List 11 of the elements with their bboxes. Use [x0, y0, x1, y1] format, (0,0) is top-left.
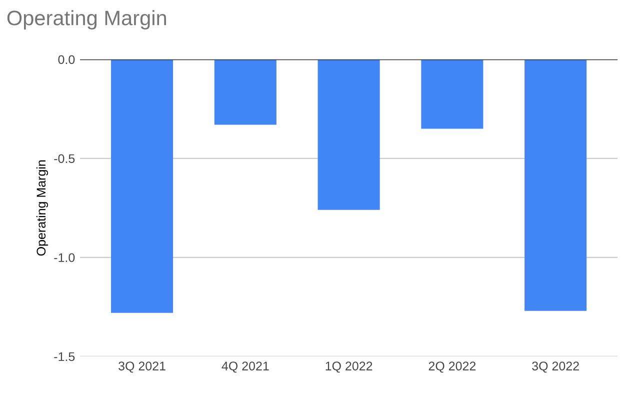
y-tick-label: -1.0 — [54, 253, 75, 262]
x-tick-label: 4Q 2021 — [222, 362, 269, 373]
x-tick-label: 2Q 2022 — [428, 362, 476, 373]
y-axis-title: Operating Margin — [36, 160, 48, 256]
x-tick-label: 1Q 2022 — [326, 362, 372, 373]
x-tick-label: 3Q 2022 — [532, 362, 579, 373]
x-tick-label: 3Q 2021 — [118, 362, 166, 373]
chart-title: Operating Margin — [7, 10, 166, 30]
y-tick-label: -0.5 — [54, 154, 75, 164]
y-tick-label: 0.0 — [58, 55, 75, 64]
y-tick-label: -1.5 — [54, 352, 75, 362]
